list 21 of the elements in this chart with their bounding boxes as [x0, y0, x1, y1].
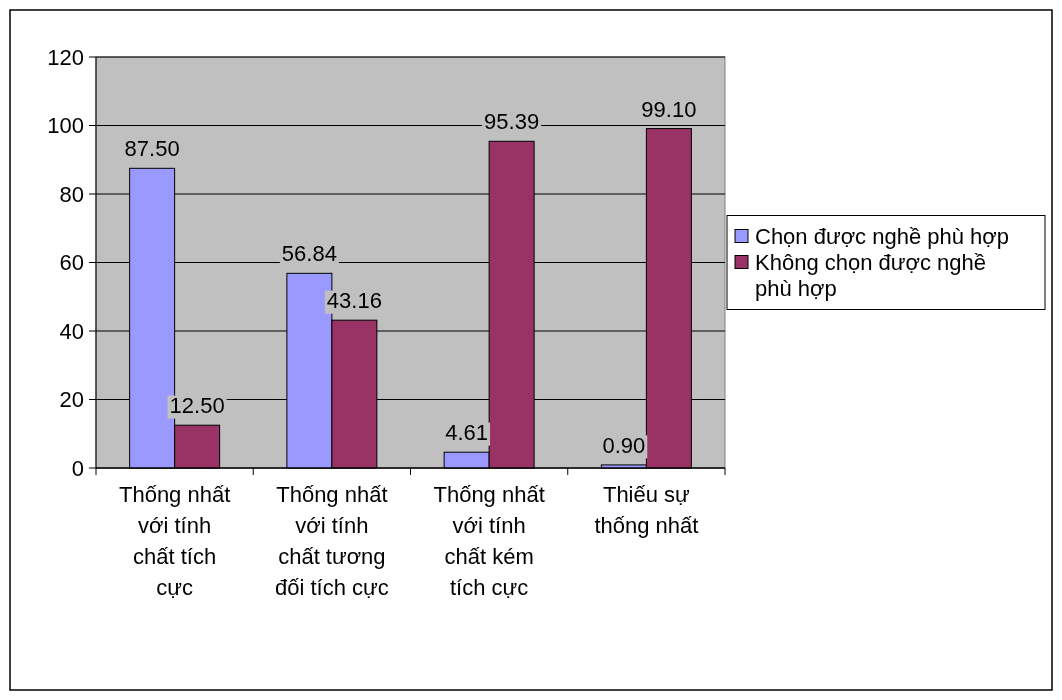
x-tick-label: Thống nhất với tính chất tương đối tích cực	[274, 482, 389, 600]
data-label: 95.39	[484, 109, 540, 135]
x-tick-label: Thống nhất với tính chất kém tích cực	[433, 482, 545, 600]
y-tick-label: 20	[59, 387, 84, 413]
y-tick-label: 100	[47, 113, 84, 139]
legend-label: Không chọn được nghề phù hợp	[755, 249, 986, 301]
y-tick-label: 80	[59, 181, 84, 207]
x-tick-label: Thống nhất với tính chất tích cực	[118, 482, 231, 600]
data-label: 43.16	[326, 288, 382, 314]
data-label: 87.50	[124, 136, 180, 162]
y-tick-label: 120	[47, 44, 84, 70]
data-label: 4.61	[445, 420, 489, 446]
y-tick-label: 0	[71, 455, 84, 481]
data-label: 0.90	[602, 432, 646, 458]
data-label: 99.10	[641, 96, 697, 122]
y-tick-label: 60	[59, 250, 84, 276]
x-tick-label: Thiếu sự thống nhất	[594, 482, 699, 538]
data-label: 56.84	[281, 241, 337, 267]
y-tick-label: 40	[59, 318, 84, 344]
data-label: 12.50	[169, 393, 225, 419]
legend-label: Chọn được nghề phù hợp	[755, 223, 1009, 249]
